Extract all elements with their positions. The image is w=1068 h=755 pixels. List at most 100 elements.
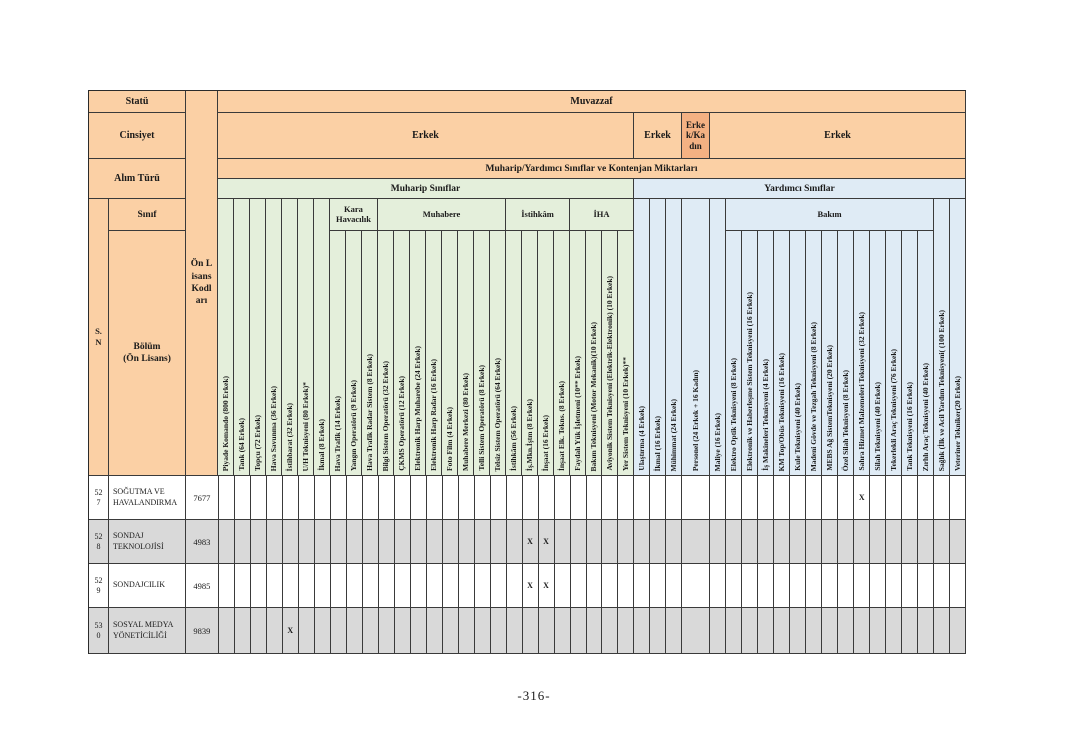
- quota-cell: [806, 608, 823, 654]
- column-header: İnşaat (16 Erkek): [538, 231, 554, 476]
- quota-cell: [314, 520, 331, 564]
- quota-cell: [806, 564, 823, 608]
- bolum-cell: SONDAJ TEKNOLOJİSİ: [108, 520, 186, 564]
- column-header: U/H Teknisyeni (80 Erkek)*: [298, 199, 314, 476]
- quota-cell: [506, 520, 523, 564]
- quota-cell: [618, 564, 635, 608]
- cinsiyet-header: Cinsiyet: [89, 113, 186, 159]
- quota-cell: [298, 520, 315, 564]
- cinsiyet-value-erkek-yardimci: Erkek: [710, 113, 966, 159]
- quota-cell: [458, 520, 475, 564]
- x-mark-cell: X: [522, 520, 539, 564]
- column-header: İstihbarat (32 Erkek): [282, 199, 298, 476]
- column-header: Madeni Gövde ve Tezgah Teknisyeni (8 Erk…: [806, 231, 822, 476]
- quota-cell: [570, 608, 587, 654]
- quota-cell: [634, 608, 651, 654]
- sn-cell: 530: [89, 608, 109, 654]
- column-header: Hava Trafik (14 Erkek): [330, 231, 346, 476]
- quota-cell: [822, 608, 839, 654]
- quota-cell: [362, 476, 379, 520]
- quota-cell: [790, 608, 807, 654]
- quota-cell: [314, 476, 331, 520]
- column-group: Bakım Elektro Optik Teknisyeni (8 Erkek) E…: [726, 199, 934, 476]
- quota-cell: [934, 564, 951, 608]
- quota-cell: [490, 520, 507, 564]
- column-header-label: Hava Trafik (14 Erkek): [332, 395, 342, 471]
- quota-cell: [378, 476, 395, 520]
- quota-cell: [410, 608, 427, 654]
- quota-cell: [218, 564, 235, 608]
- column-header-label: Silah Teknisyeni (40 Erkek): [872, 382, 882, 471]
- quota-cell: [474, 476, 491, 520]
- quota-cell: [742, 564, 759, 608]
- column-group: İstihkâm İstihkâm (56 Erkek) İş.Mkn.İştm (…: [506, 199, 570, 476]
- column-header-label: Tekerlekli Araç Teknisyeni (76 Erkek): [888, 349, 898, 471]
- column-header-label: İkmal (8 Erkek): [316, 419, 326, 471]
- column-header-label: Bilgi Sistem Operatörü (32 Erkek): [380, 360, 390, 471]
- column-header: Sağlık (İlk ve Acil Yardım Teknisyeni( (…: [934, 199, 950, 476]
- quota-cell: [726, 608, 743, 654]
- quota-cell: [742, 476, 759, 520]
- quota-cell: [726, 476, 743, 520]
- quota-cell: [618, 476, 635, 520]
- quota-cell: [618, 608, 635, 654]
- kontenjan-title: Muharip/Yardımcı Sınıflar ve Kontenjan M…: [218, 159, 966, 179]
- quota-cell: [394, 564, 411, 608]
- quota-cell: [634, 476, 651, 520]
- quota-cell: [506, 608, 523, 654]
- header-corner-block: Statü Cinsiyet Alım Türü S. N Sınıf Bölü…: [89, 91, 186, 476]
- column-header: Faydalı Yük İşletmeni (10** Erkek): [570, 231, 586, 476]
- quota-cell: [634, 520, 651, 564]
- cinsiyet-value-erkek-muharip: Erkek: [218, 113, 634, 159]
- column-group: Muhabere Bilgi Sistem Operatörü (32 Erkek…: [378, 199, 506, 476]
- column-header: Maliye (16 Erkek): [710, 199, 726, 476]
- group-columns: İstihkâm (56 Erkek) İş.Mkn.İştm (8 Erkek)…: [506, 231, 570, 476]
- column-header: Hava Trafik Radar Sistem (8 Erkek): [362, 231, 378, 476]
- quota-cell: [410, 564, 427, 608]
- quota-cell: [330, 564, 347, 608]
- column-header-label: Veteriner Tekniker(20 Erkek): [952, 376, 962, 471]
- quota-cell: [710, 520, 727, 564]
- quota-cell: [314, 564, 331, 608]
- quota-cell: [650, 520, 667, 564]
- quota-cell: [570, 476, 587, 520]
- quota-cell: [586, 564, 603, 608]
- column-header: İkmal (8 Erkek): [314, 199, 330, 476]
- quota-cell: [886, 520, 903, 564]
- column-header-label: KM Top/Obüs Teknisyeni (16 Erkek): [776, 352, 786, 471]
- column-header: Hava Savunma (36 Erkek): [266, 199, 282, 476]
- quota-cell: [822, 520, 839, 564]
- quota-cell: [854, 608, 871, 654]
- quota-cell: [362, 564, 379, 608]
- column-header-label: İnşaat (16 Erkek): [540, 414, 550, 471]
- quota-cell: [298, 608, 315, 654]
- quota-cell: [950, 564, 967, 608]
- kod-cell: 9839: [185, 608, 219, 654]
- quota-cell: [822, 476, 839, 520]
- header-right-block: Muvazzaf Erkek Erkek Erkek/Kadın Erkek M…: [218, 91, 966, 476]
- quota-cell: [870, 608, 887, 654]
- quota-cell: [618, 520, 635, 564]
- column-header-label: U/H Teknisyeni (80 Erkek)*: [300, 381, 310, 471]
- quota-cell: [378, 608, 395, 654]
- quota-cell: [554, 476, 571, 520]
- quota-cell: [426, 608, 443, 654]
- column-group: Kara Havacılık Hava Trafik (14 Erkek) Yang…: [330, 199, 378, 476]
- quota-cell: [330, 608, 347, 654]
- group-columns: Hava Trafik (14 Erkek) Yangın Operatörü (…: [330, 231, 378, 476]
- x-mark-cell: X: [538, 564, 555, 608]
- quota-cell: [602, 564, 619, 608]
- quota-cell: [394, 608, 411, 654]
- column-header-label: Kule Teknisyeni (40 Erkek): [792, 383, 802, 471]
- quota-cell: [682, 520, 711, 564]
- column-header: Elektronik ve Haberleşme Sistem Teknisye…: [742, 231, 758, 476]
- column-header: İş.Mkn.İştm (8 Erkek): [522, 231, 538, 476]
- quota-cell: [838, 476, 855, 520]
- quota-cell: [774, 564, 791, 608]
- group-columns: Elektro Optik Teknisyeni (8 Erkek) Elektr…: [726, 231, 934, 476]
- quota-cell: [282, 564, 299, 608]
- column-header-label: MEBS Ağ SistemTeknisyeni (20 Erkek): [824, 345, 834, 471]
- quota-cell: [442, 520, 459, 564]
- column-header-label: Bakım Teknisyeni (Motor Mekanik)(10 Erke…: [588, 321, 598, 471]
